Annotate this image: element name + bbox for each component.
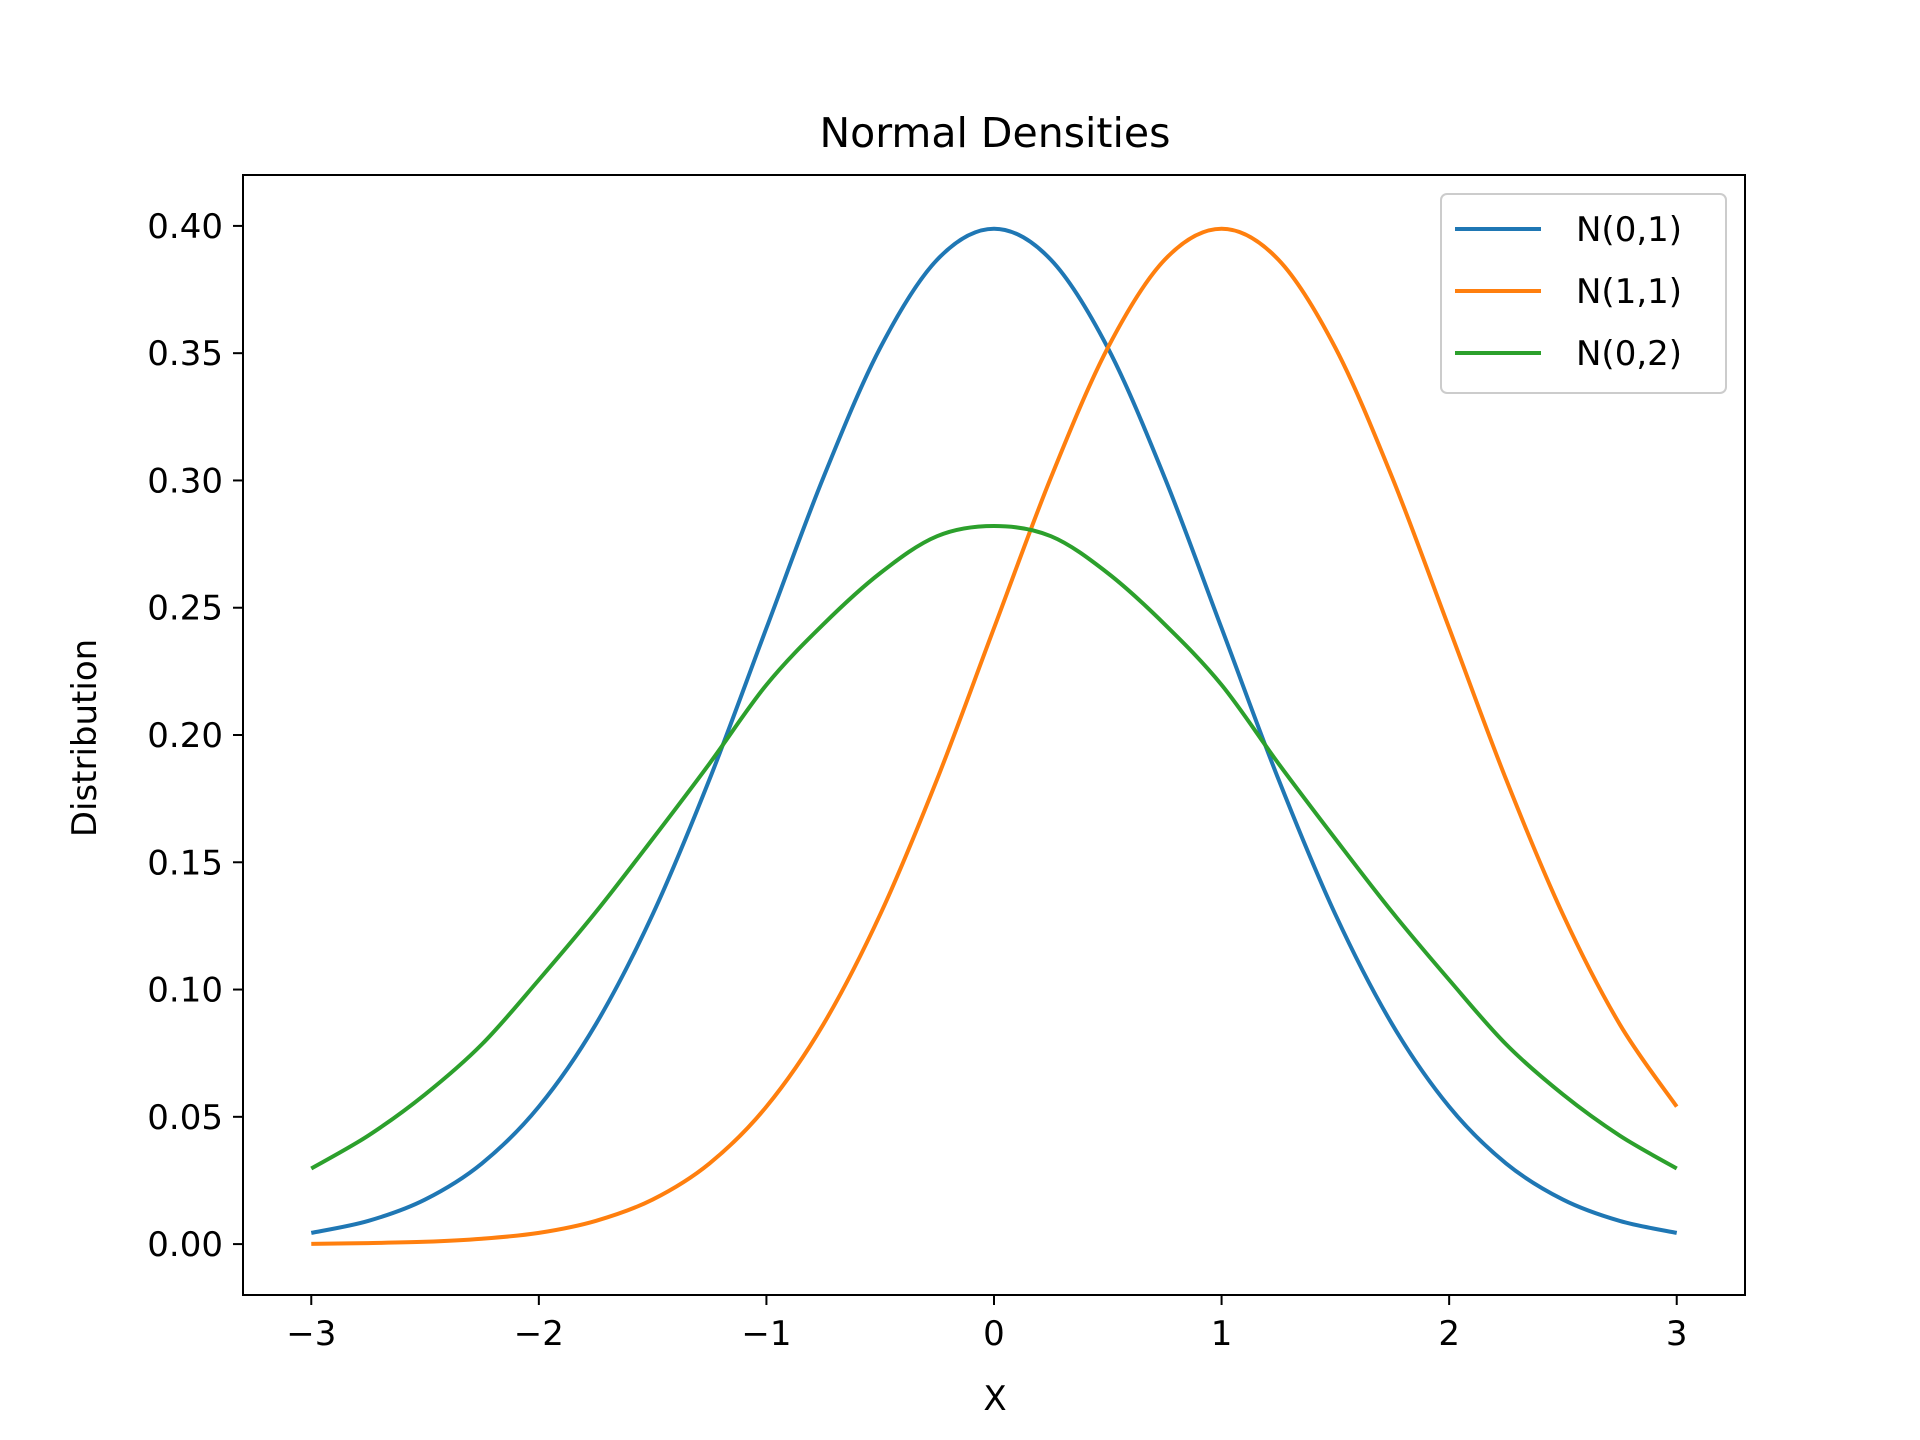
- series-line-2: [311, 226, 1679, 1246]
- y-axis: 0.00 0.05 0.10 0.15 0.20 0.25 0.30 0.35 0.40: [147, 207, 243, 1265]
- y-tick-label: 0.00: [147, 1225, 223, 1265]
- y-tick-label: 0.05: [147, 1098, 223, 1138]
- legend-label-2: N(1,1): [1576, 272, 1682, 312]
- y-tick-label: 0.40: [147, 207, 223, 247]
- x-tick-label: −3: [286, 1314, 336, 1354]
- y-tick-label: 0.30: [147, 461, 223, 501]
- series-line-3: [310, 524, 1678, 1171]
- y-axis-label: Distribution: [65, 639, 105, 837]
- x-tick-label: −2: [514, 1314, 564, 1354]
- x-tick-label: 3: [1666, 1314, 1688, 1354]
- x-axis-label: X: [983, 1379, 1006, 1419]
- legend-label-3: N(0,2): [1576, 334, 1682, 374]
- x-tick-label: −1: [741, 1314, 791, 1354]
- series-line-1: [310, 226, 1678, 1235]
- y-tick-label: 0.25: [147, 589, 223, 629]
- x-tick-label: 1: [1211, 1314, 1233, 1354]
- x-tick-label: 0: [983, 1314, 1005, 1354]
- chart-title: Normal Densities: [820, 109, 1171, 157]
- y-tick-label: 0.10: [147, 971, 223, 1011]
- y-tick-label: 0.35: [147, 334, 223, 374]
- legend-label-1: N(0,1): [1576, 210, 1682, 250]
- x-axis: −3 −2 −1 0 1 2 3: [286, 1295, 1688, 1354]
- legend: N(0,1) N(1,1) N(0,2): [1440, 193, 1727, 394]
- x-tick-label: 2: [1438, 1314, 1460, 1354]
- y-tick-label: 0.15: [147, 843, 223, 883]
- y-tick-label: 0.20: [147, 716, 223, 756]
- legend-box: [1440, 193, 1727, 394]
- series-layer: [310, 226, 1679, 1246]
